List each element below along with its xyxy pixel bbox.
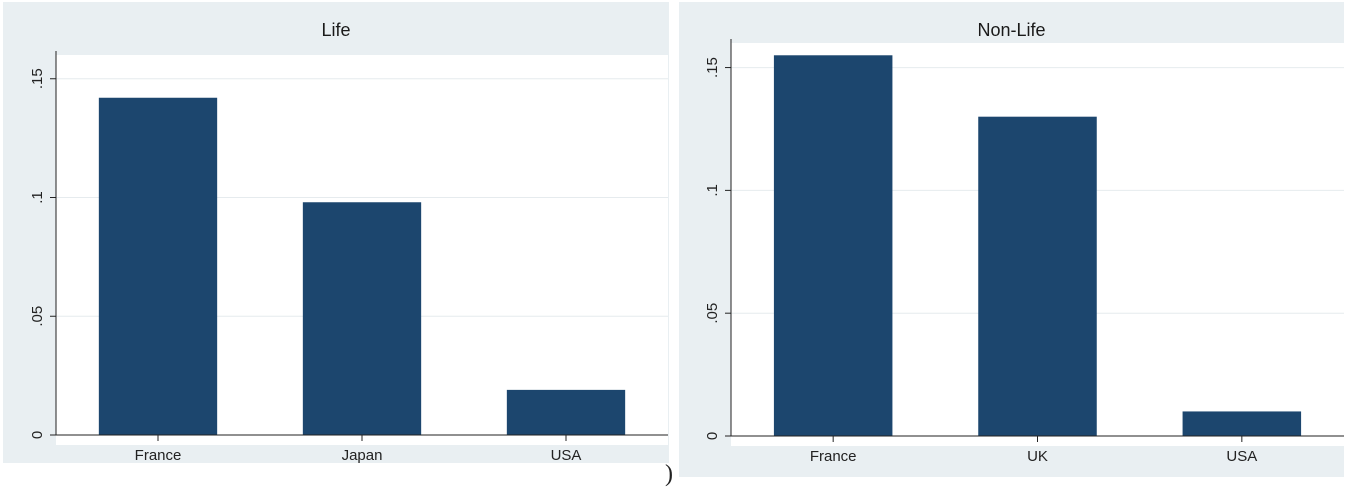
bar-france <box>773 55 893 436</box>
x-tick-label: USA <box>1226 448 1257 465</box>
plot-area: 0 .05 .1 .15 France UK USA <box>704 39 1344 465</box>
y-tick-label: .1 <box>704 184 721 197</box>
plot-area: 0 .05 .1 .15 France Japan USA <box>29 51 668 464</box>
y-tick-label: .05 <box>29 306 46 327</box>
bar-france <box>98 97 218 435</box>
y-tick-label: .1 <box>29 191 46 204</box>
bar-chart-svg: 0 .05 .1 .15 France Japan USA <box>29 51 668 464</box>
bar-chart-svg: 0 .05 .1 .15 France UK USA <box>704 39 1344 465</box>
x-tick-label: France <box>810 448 857 465</box>
x-tick-label: Japan <box>342 447 383 464</box>
chart-title: Non-Life <box>977 20 1046 40</box>
chart-panel-non-life: Non-Life 0 .05 .1 .15 France UK USA <box>679 2 1344 477</box>
chart-panel-life: Life 0 .05 .1 .15 France Japan USA <box>3 2 669 464</box>
x-tick-label: France <box>135 447 182 464</box>
bar-usa <box>506 389 626 435</box>
stray-parenthesis: ) <box>665 461 673 487</box>
y-tick-label: 0 <box>704 432 721 440</box>
chart-title: Life <box>321 20 351 40</box>
bar-usa <box>1182 411 1302 436</box>
y-tick-label: .15 <box>704 57 721 78</box>
y-tick-label: .15 <box>29 68 46 89</box>
x-tick-label: USA <box>551 447 582 464</box>
bar-japan <box>302 202 422 435</box>
bar-uk <box>978 116 1097 436</box>
x-tick-label: UK <box>1027 448 1048 465</box>
y-tick-label: 0 <box>29 431 46 439</box>
y-tick-label: .05 <box>704 303 721 324</box>
